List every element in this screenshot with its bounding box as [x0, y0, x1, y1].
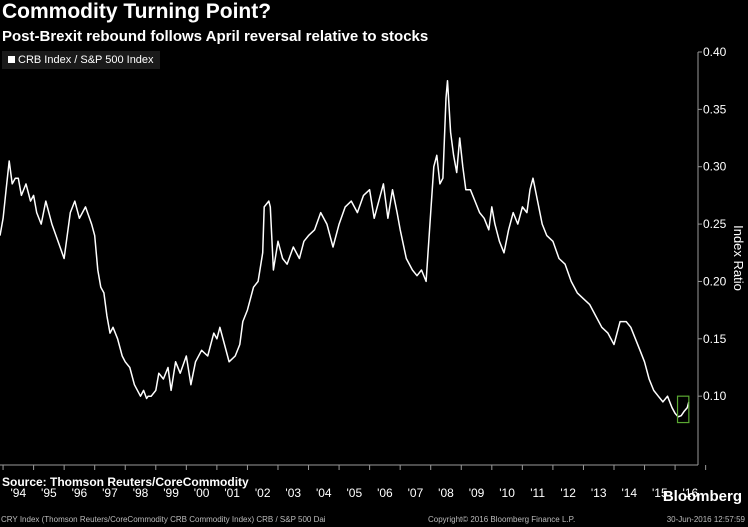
x-tick-label: '04 — [316, 486, 332, 500]
x-tick-label: '03 — [285, 486, 301, 500]
timestamp: 30-Jun-2016 12:57:59 — [666, 515, 745, 524]
x-tick-label: '01 — [224, 486, 240, 500]
x-tick-label: '16 — [683, 486, 699, 500]
y-tick-labels: 0.10 0.15 0.20 0.25 0.30 0.35 0.40 — [703, 45, 727, 403]
x-tick-label: '96 — [72, 486, 88, 500]
x-tick-label: '94 — [11, 486, 27, 500]
x-tick-label: '05 — [347, 486, 363, 500]
x-tick-label: '08 — [438, 486, 454, 500]
x-tick-label: '07 — [408, 486, 424, 500]
y-tick-label: 0.15 — [703, 332, 727, 346]
x-ticks — [2, 465, 707, 470]
x-tick-label: '97 — [102, 486, 118, 500]
y-tick-label: 0.10 — [703, 389, 727, 403]
x-tick-labels: '94 '95 '96 '97 '98 '99 '00 '01 '02 '03 '04 '05 '06 '… — [11, 486, 699, 500]
x-tick-label: '98 — [133, 486, 149, 500]
x-tick-label: '00 — [194, 486, 210, 500]
legend: CRB Index / S&P 500 Index — [2, 51, 160, 69]
legend-label: CRB Index / S&P 500 Index — [18, 54, 154, 66]
x-tick-label: '10 — [499, 486, 515, 500]
x-tick-label: '95 — [41, 486, 57, 500]
series-note: CRY Index (Thomson Reuters/CoreCommodity… — [1, 515, 326, 524]
y-tick-label: 0.25 — [703, 217, 727, 231]
chart-title: Commodity Turning Point? — [2, 0, 272, 23]
bloomberg-logo: Bloomberg — [662, 488, 742, 505]
x-tick-label: '14 — [621, 486, 637, 500]
y-tick-label: 0.35 — [703, 102, 727, 116]
chart-subtitle: Post-Brexit rebound follows April revers… — [2, 28, 429, 45]
x-tick-label: '06 — [377, 486, 393, 500]
series-line — [0, 79, 690, 418]
copyright: Copyright© 2016 Bloomberg Finance L.P. — [428, 515, 576, 524]
y-axis-title: Index Ratio — [731, 225, 746, 291]
x-tick-label: '12 — [560, 486, 576, 500]
y-ticks — [698, 51, 702, 397]
x-tick-label: '99 — [163, 486, 179, 500]
source-note: Source: Thomson Reuters/CoreCommodity — [2, 475, 249, 489]
plot-area: '94 '95 '96 '97 '98 '99 '00 '01 '02 '03 '04 '05 '06 '… — [0, 45, 727, 500]
series-group — [0, 79, 690, 418]
x-tick-label: '02 — [255, 486, 271, 500]
legend-swatch-icon — [8, 56, 15, 63]
y-tick-label: 0.40 — [703, 45, 727, 59]
x-tick-label: '15 — [652, 486, 668, 500]
highlight-box — [676, 395, 690, 424]
x-tick-label: '13 — [591, 486, 607, 500]
x-tick-label: '09 — [469, 486, 485, 500]
y-tick-label: 0.30 — [703, 160, 727, 174]
y-tick-label: 0.20 — [703, 274, 727, 288]
x-tick-label: '11 — [530, 486, 545, 500]
